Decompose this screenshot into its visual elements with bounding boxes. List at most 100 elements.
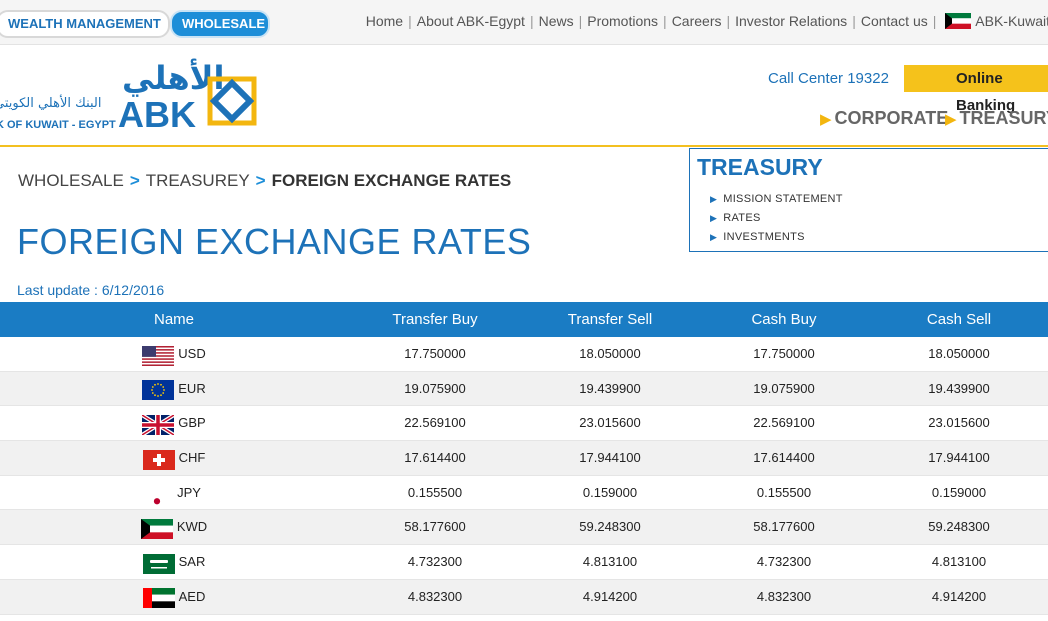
wealth-management-tab[interactable]: WEALTH MANAGEMENT (0, 10, 170, 38)
caret-right-icon: ▶ (710, 194, 718, 204)
currency-cell: EUR (100, 372, 248, 406)
transfer-buy-cell: 19.075900 (404, 380, 466, 396)
uae-flag-icon (142, 587, 175, 609)
section-corporate[interactable]: ▶ CORPORATE (820, 108, 949, 128)
cash-sell-cell: 4.813100 (931, 554, 987, 570)
cash-buy-cell: 58.177600 (753, 519, 815, 535)
us-flag-icon (142, 345, 175, 366)
site-header: الأهلي ABK البنك الأهلي الكويتي K OF KUW… (0, 45, 1048, 147)
cash-buy-cell: 17.614400 (753, 450, 815, 466)
currency-code: USD (178, 346, 206, 361)
breadcrumb-wholesale[interactable]: WHOLESALE (18, 171, 124, 190)
treasury-menu: TREASURY ▶ MISSION STATEMENT ▶ RATES ▶ INVE… (689, 148, 1048, 252)
cash-buy-cell: 4.832300 (756, 588, 812, 604)
transfer-buy-cell: 58.177600 (404, 519, 466, 535)
transfer-sell-cell: 18.050000 (579, 346, 641, 361)
section-treasury[interactable]: ▶TREASURY (945, 108, 1048, 128)
nav-about[interactable]: About ABK-Egypt (416, 13, 525, 29)
transfer-sell-cell: 0.159000 (582, 484, 638, 500)
table-row: EUR 19.075900 19.439900 19.075900 19.439900 (0, 371, 1048, 407)
wholesale-tab[interactable]: WHOLESALE (170, 10, 270, 38)
transfer-buy-cell: 4.832300 (407, 588, 463, 604)
nav-separator: | (408, 13, 412, 29)
cash-buy-cell: 4.732300 (756, 554, 812, 570)
treasury-item-mission[interactable]: ▶ MISSION STATEMENT (710, 193, 843, 205)
transfer-sell-cell: 19.439900 (579, 380, 641, 396)
nav-home[interactable]: Home (365, 13, 404, 29)
header-name: Name (153, 311, 194, 328)
transfer-sell-cell: 4.914200 (582, 588, 638, 604)
caret-right-icon: ▶ (710, 213, 718, 223)
currency-code: SAR (178, 554, 206, 570)
treasury-menu-list: ▶ MISSION STATEMENT ▶ RATES ▶ INVESTMENTS (710, 193, 843, 250)
top-bar: WEALTH MANAGEMENT WHOLESALE Home | About A… (0, 0, 1048, 45)
nav-separator: | (726, 13, 731, 29)
transfer-sell-cell: 23.015600 (579, 415, 641, 431)
call-center[interactable]: Call Center 19322 (768, 70, 889, 87)
nav-separator: | (529, 13, 534, 29)
cash-sell-cell: 59.248300 (928, 519, 990, 535)
table-header: Name Transfer Buy Transfer Sell Cash Buy… (0, 302, 1048, 337)
cash-sell-cell: 23.015600 (928, 415, 990, 431)
cash-sell-cell: 4.914200 (931, 588, 987, 604)
treasury-item-rates[interactable]: ▶ RATES (710, 212, 761, 224)
breadcrumb-treasury[interactable]: TREASUREY (145, 171, 250, 190)
abk-logo[interactable]: الأهلي ABK البنك الأهلي الكويتي K OF KUW… (0, 55, 262, 135)
japan-flag-icon (147, 486, 168, 508)
transfer-buy-cell: 0.155500 (407, 484, 463, 500)
cash-sell-cell: 17.944100 (928, 450, 990, 466)
logo-arabic-text: الأهلي (122, 58, 224, 97)
transfer-buy-cell: 17.750000 (404, 346, 466, 361)
treasury-menu-title: TREASURY (697, 154, 823, 180)
table-body: USD 17.750000 18.050000 17.750000 18.050000 E… (0, 337, 1048, 615)
nav-separator: | (852, 13, 856, 29)
abk-kuwait-link[interactable]: ABK-Kuwait (975, 13, 1048, 29)
currency-code: EUR (178, 380, 206, 396)
currency-code: CHF (178, 450, 206, 466)
transfer-buy-cell: 4.732300 (407, 554, 463, 570)
cash-sell-cell: 18.050000 (928, 346, 990, 361)
transfer-buy-cell: 22.569100 (404, 415, 466, 431)
online-banking-button[interactable]: Online Banking (904, 65, 1048, 114)
currency-code: AED (178, 588, 206, 604)
cash-buy-cell: 17.750000 (753, 346, 815, 361)
table-row: JPY 0.155500 0.159000 0.155500 0.159000 (0, 476, 1048, 511)
transfer-sell-cell: 59.248300 (579, 519, 641, 535)
caret-right-icon: ▶ (945, 111, 957, 128)
cash-buy-cell: 19.075900 (753, 380, 815, 396)
swiss-flag-icon (142, 449, 175, 470)
eu-flag-icon (142, 379, 175, 401)
currency-cell: JPY (100, 476, 248, 510)
logo-english-name: K OF KUWAIT - EGYPT (0, 119, 116, 131)
nav-promotions[interactable]: Promotions (587, 13, 659, 29)
uk-flag-icon (141, 413, 176, 437)
breadcrumb-current: FOREIGN EXCHANGE RATES (271, 171, 512, 190)
table-row: USD 17.750000 18.050000 17.750000 18.050000 (0, 337, 1048, 372)
nav-separator: | (578, 13, 583, 29)
nav-contact[interactable]: Contact us (860, 13, 928, 29)
logo-latin-text: ABK (118, 94, 196, 135)
cash-sell-cell: 0.159000 (931, 484, 987, 500)
logo-arabic-name: البنك الأهلي الكويتي (0, 94, 102, 111)
currency-code: GBP (178, 415, 206, 431)
currency-cell: USD (100, 337, 248, 371)
transfer-sell-cell: 17.944100 (579, 450, 641, 466)
currency-cell: CHF (100, 441, 248, 475)
chevron-right-icon: > (129, 171, 140, 190)
header-transfer-buy: Transfer Buy (392, 311, 478, 328)
table-row: KWD 58.177600 59.248300 58.177600 59.248300 (0, 510, 1048, 546)
nav-investor-relations[interactable]: Investor Relations (735, 13, 848, 29)
nav-careers[interactable]: Careers (671, 13, 722, 29)
logo-mark-icon (207, 76, 257, 126)
kuwait-flag-icon (140, 518, 173, 539)
table-row: SAR 4.732300 4.813100 4.732300 4.813100 (0, 545, 1048, 580)
treasury-item-investments[interactable]: ▶ INVESTMENTS (710, 231, 805, 243)
table-row: CHF 17.614400 17.944100 17.614400 17.944100 (0, 441, 1048, 476)
cash-buy-cell: 0.155500 (756, 484, 812, 500)
table-row: GBP 22.569100 23.015600 22.569100 23.015600 (0, 406, 1048, 442)
nav-separator: | (932, 13, 937, 29)
nav-news[interactable]: News (538, 13, 574, 29)
header-cash-sell: Cash Sell (926, 311, 992, 328)
page-title: FOREIGN EXCHANGE RATES (17, 221, 532, 262)
last-update: Last update : 6/12/2016 (17, 282, 165, 298)
